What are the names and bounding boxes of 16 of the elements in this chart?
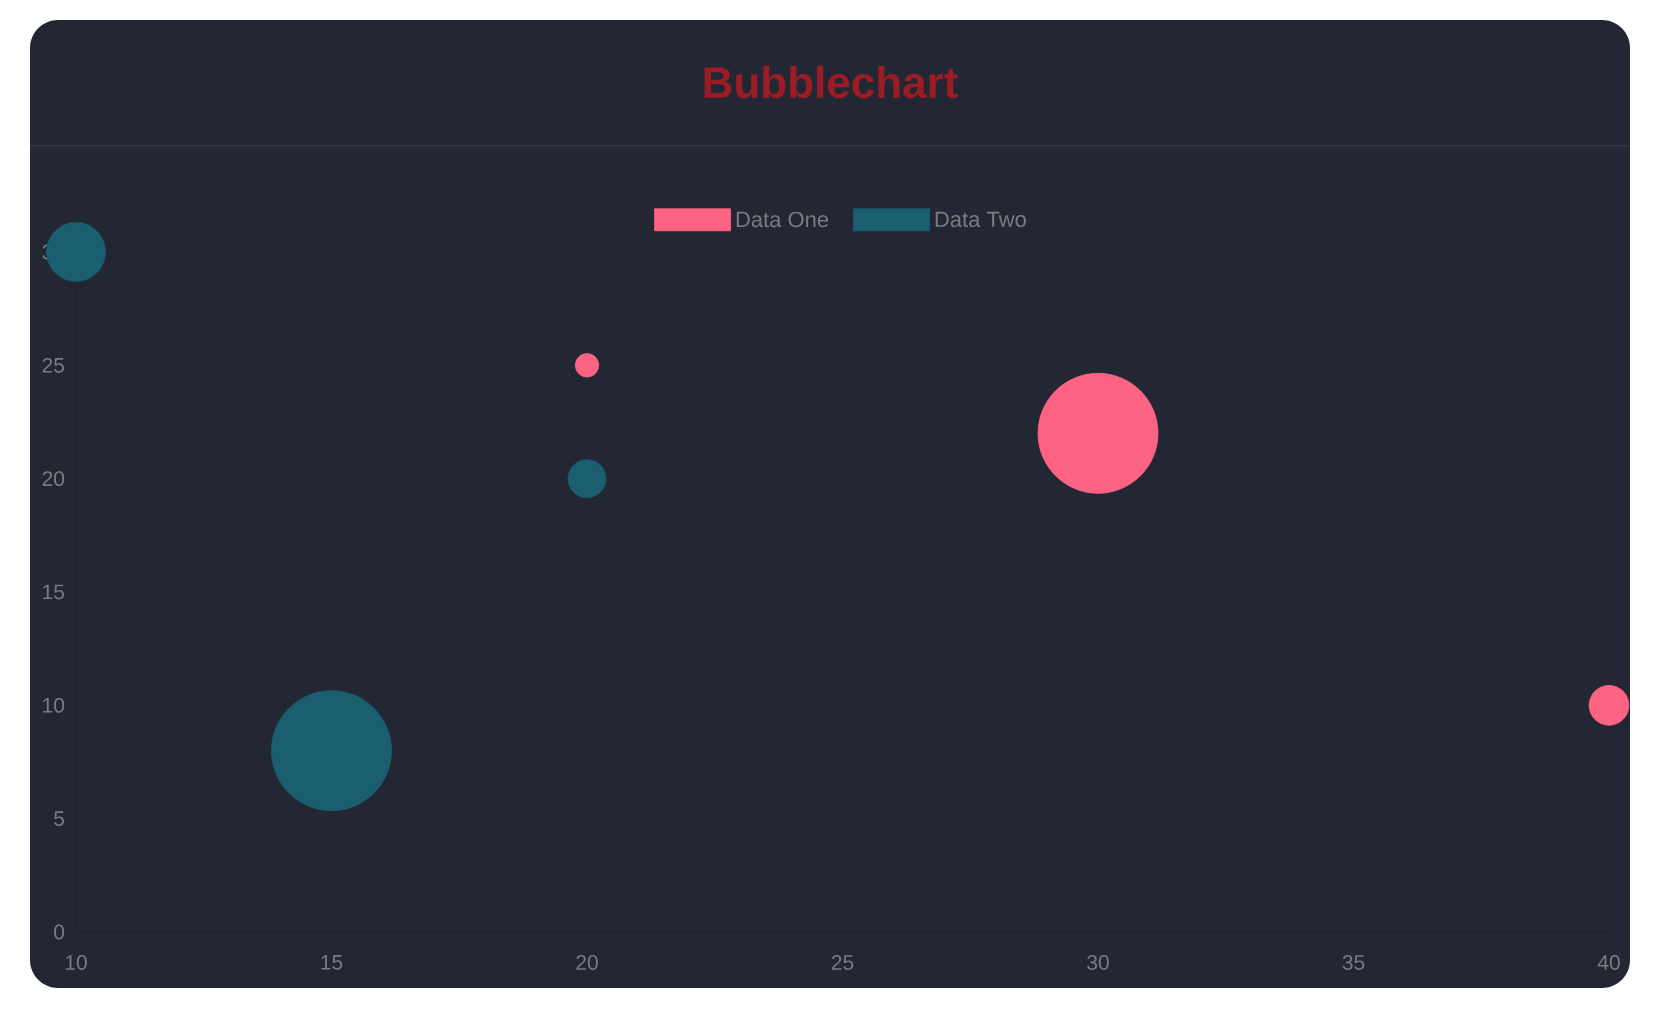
y-tick-label: 10 (43, 697, 65, 713)
y-tick-label: 25 (42, 357, 65, 373)
y-tick-label: 0 (54, 924, 65, 940)
legend-label: Data Two (935, 211, 1026, 228)
x-tick-label: 20 (576, 955, 598, 970)
x-tick-label: 30 (1087, 955, 1109, 970)
x-tick-label: 40 (1597, 955, 1620, 970)
x-tick-label: 25 (831, 955, 854, 970)
y-tick-label: 20 (42, 471, 65, 487)
x-tick-label: 10 (65, 955, 87, 970)
x-tick-label: 15 (321, 955, 343, 970)
legend-label: Data One (736, 211, 829, 228)
y-tick-label: 5 (54, 811, 65, 826)
y-tick-label: 15 (43, 584, 65, 600)
x-tick-label: 35 (1342, 955, 1365, 970)
chart-title: Bubblechart (704, 65, 958, 99)
